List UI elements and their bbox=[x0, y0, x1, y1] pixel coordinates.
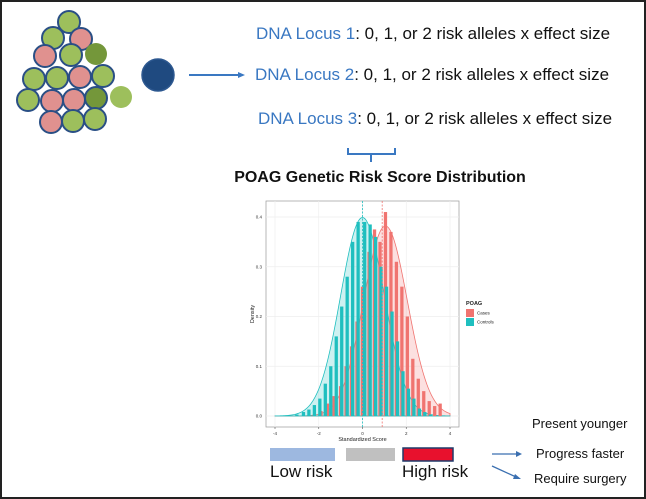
bar-controls bbox=[401, 371, 405, 416]
cell bbox=[110, 86, 132, 108]
locus-label: DNA Locus 2 bbox=[255, 65, 355, 84]
bar-controls bbox=[356, 221, 360, 416]
locus-label: DNA Locus 1 bbox=[256, 24, 356, 43]
bar-controls bbox=[412, 398, 416, 416]
cell bbox=[91, 64, 115, 88]
locus-label: DNA Locus 3 bbox=[258, 109, 358, 128]
cell bbox=[16, 88, 40, 112]
x-tick-label: 4 bbox=[449, 431, 452, 436]
bar-cases bbox=[360, 286, 365, 416]
cell bbox=[68, 65, 92, 89]
bar-cases bbox=[405, 316, 409, 416]
bar-controls bbox=[395, 341, 400, 416]
bar-cases bbox=[325, 403, 330, 416]
y-tick-label: 0.4 bbox=[256, 215, 263, 220]
bar-controls bbox=[428, 414, 432, 416]
bar-controls bbox=[301, 412, 306, 416]
legend-swatch bbox=[466, 309, 474, 317]
bar-cases bbox=[411, 358, 415, 416]
cell bbox=[59, 43, 83, 67]
x-tick-label: -2 bbox=[317, 431, 321, 436]
bar-controls bbox=[318, 398, 322, 416]
bar-controls bbox=[323, 383, 327, 416]
outcome-present-younger: Present younger bbox=[532, 416, 628, 431]
bar-controls bbox=[329, 366, 333, 416]
legend-label: Controls bbox=[477, 320, 495, 325]
high-risk-bar bbox=[402, 447, 454, 462]
cell bbox=[85, 43, 107, 65]
legend-label: Cases bbox=[477, 311, 491, 316]
arrow-to-loci bbox=[189, 72, 245, 78]
bar-cases bbox=[422, 391, 426, 416]
bar-cases bbox=[433, 406, 437, 416]
outcome-progress-faster: Progress faster bbox=[536, 446, 625, 461]
y-tick-label: 0.3 bbox=[256, 264, 263, 269]
bar-controls bbox=[340, 306, 344, 416]
y-tick-label: 0.0 bbox=[256, 414, 263, 419]
bar-controls bbox=[423, 412, 427, 416]
chart-title: POAG Genetic Risk Score Distribution bbox=[234, 169, 526, 186]
bar-cases bbox=[438, 403, 442, 416]
bar-controls bbox=[390, 311, 394, 416]
bar-controls bbox=[373, 236, 378, 416]
locus-text: : 0, 1, or 2 risk alleles x effect size bbox=[355, 24, 611, 43]
cell bbox=[45, 66, 69, 90]
bar-cases bbox=[427, 401, 431, 416]
locus-3-line: DNA Locus 3: 0, 1, or 2 risk alleles x e… bbox=[258, 109, 612, 129]
bar-cases bbox=[416, 378, 420, 416]
bar-controls bbox=[417, 408, 422, 416]
x-tick-label: -4 bbox=[273, 431, 277, 436]
x-axis-label: Standardized Score bbox=[338, 437, 386, 443]
bar-controls bbox=[406, 388, 411, 416]
legend-swatch bbox=[466, 318, 474, 326]
brace bbox=[347, 148, 396, 162]
bar-controls bbox=[307, 409, 311, 416]
bar-controls bbox=[384, 286, 389, 416]
mid-risk-bar bbox=[346, 448, 395, 461]
cell bbox=[33, 44, 57, 68]
cell bbox=[83, 107, 107, 131]
high-risk-label: High risk bbox=[402, 462, 469, 481]
low-risk-label: Low risk bbox=[270, 462, 333, 481]
bar-controls bbox=[363, 221, 367, 416]
bar-controls bbox=[379, 266, 383, 416]
bar-controls bbox=[295, 414, 299, 416]
x-tick-label: 0 bbox=[361, 431, 364, 436]
y-axis-label: Density bbox=[250, 305, 256, 324]
bar-controls bbox=[345, 276, 349, 416]
legend-title: POAG bbox=[466, 301, 482, 307]
bar-controls bbox=[351, 241, 355, 416]
x-tick-label: 2 bbox=[405, 431, 408, 436]
locus-text: : 0, 1, or 2 risk alleles x effect size bbox=[357, 109, 613, 128]
bar-controls bbox=[368, 224, 372, 416]
locus-text: : 0, 1, or 2 risk alleles x effect size bbox=[354, 65, 610, 84]
locus-2-line: DNA Locus 2: 0, 1, or 2 risk alleles x e… bbox=[255, 65, 609, 85]
bar-cases bbox=[332, 396, 336, 416]
locus-1-line: DNA Locus 1: 0, 1, or 2 risk alleles x e… bbox=[256, 24, 610, 44]
outcome-require-surgery: Require surgery bbox=[534, 471, 627, 486]
cell bbox=[57, 10, 81, 34]
bar-controls bbox=[312, 405, 317, 416]
bar-controls bbox=[334, 336, 338, 416]
selected-cell bbox=[141, 58, 175, 92]
y-tick-label: 0.1 bbox=[256, 364, 263, 369]
low-risk-bar bbox=[270, 448, 335, 461]
bar-cases bbox=[394, 261, 399, 416]
y-tick-label: 0.2 bbox=[256, 314, 263, 319]
bar-cases bbox=[400, 286, 404, 416]
